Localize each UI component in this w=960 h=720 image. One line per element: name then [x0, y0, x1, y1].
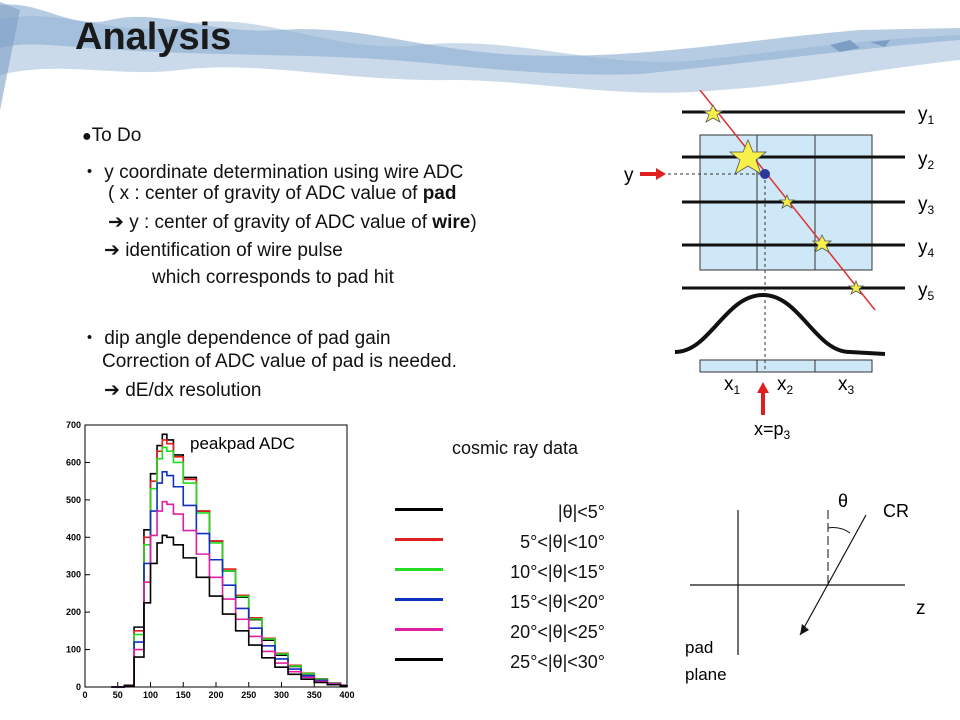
z-label: z: [916, 598, 926, 619]
cosmic-ray-track: [799, 514, 867, 636]
charge-distribution-curve: [674, 292, 886, 356]
legend-swatch-2: [395, 568, 443, 571]
y-tick-label: 100: [66, 645, 81, 655]
pad-label-x1: x1: [724, 374, 741, 397]
x-tick-label: 350: [307, 690, 322, 700]
dip-angle-diagram: θ CR z pad plane: [685, 491, 926, 684]
bullet-mark-icon: ・: [80, 328, 100, 349]
peakpad-adc-chart: 0 100 200 300 400 500 600 700 0 50 100 150 200 250 30…: [66, 420, 355, 700]
todo-item1-line3-text: y : center of gravity of ADC value of: [123, 212, 433, 233]
todo-item2-line: ・ dip angle dependence of pad gain: [80, 323, 391, 350]
y-axis-ticks: 0 100 200 300 400 500 600 700: [66, 420, 90, 692]
right-arrow-icon: ➔: [104, 380, 120, 401]
todo-item1-line3-close: ): [470, 212, 477, 233]
wire-label-y5: y5: [918, 280, 935, 303]
pad-plane-label-2: plane: [685, 665, 727, 684]
right-arrow-icon: ➔: [104, 240, 120, 261]
chart-series-group: [111, 433, 348, 688]
legend-title: cosmic ray data: [452, 438, 579, 458]
hit-burst-icon: [728, 138, 768, 175]
legend-swatch-5: [395, 658, 443, 661]
y-tick-label: 200: [66, 607, 81, 617]
hit-burst-icon: [702, 104, 724, 123]
y-arrow-head-icon: [656, 168, 666, 180]
x-tick-label: 250: [241, 690, 256, 700]
y-tick-label: 700: [66, 420, 81, 430]
legend-label-4: 20°<|θ|<25°: [510, 622, 605, 642]
todo-item1-line2-bold: pad: [422, 183, 457, 204]
todo-item1-line4-text: identification of wire pulse: [125, 240, 343, 261]
todo-header: To Do: [91, 125, 142, 146]
legend-label-2: 10°<|θ|<15°: [510, 562, 605, 582]
x-tick-label: 100: [143, 690, 158, 700]
theta-label: θ: [838, 491, 848, 511]
wire-label-y1: y1: [918, 104, 935, 127]
y-tick-label: 0: [76, 682, 81, 692]
legend-label-0: |θ|<5°: [557, 502, 605, 522]
page-title: Analysis: [75, 16, 232, 58]
pad-label-x3: x3: [838, 374, 855, 397]
header-brush-decoration: [0, 2, 960, 110]
x-tick-label: 150: [176, 690, 191, 700]
todo-item1-line5: which corresponds to pad hit: [152, 267, 394, 288]
todo-item1-line3: ➔ y : center of gravity of ADC value of …: [108, 211, 477, 234]
cr-label: CR: [883, 501, 909, 521]
right-arrow-icon: ➔: [108, 212, 124, 233]
legend-swatch-1: [395, 538, 443, 541]
wire-pad-diagram: y1 y2 y3 y4 y5 x1 x2 x3 y x=p3: [624, 90, 935, 442]
todo-item2: dip angle dependence of pad gain: [104, 328, 391, 349]
track-arrow-head-icon: [800, 624, 809, 635]
x-tick-label: 200: [208, 690, 223, 700]
reconstructed-point: [760, 169, 770, 179]
x-tick-label: 0: [82, 690, 87, 700]
y-tick-label: 500: [66, 495, 81, 505]
legend-label-1: 5°<|θ|<10°: [520, 532, 605, 552]
y-tick-label: 600: [66, 457, 81, 467]
todo-item1-line2: ( x : center of gravity of ADC value of …: [108, 183, 456, 205]
todo-item1-line2-text: ( x : center of gravity of ADC value of: [108, 183, 423, 204]
chart-title: peakpad ADC: [190, 434, 295, 453]
x-tick-label: 400: [339, 690, 354, 700]
legend-swatch-4: [395, 628, 443, 631]
todo-item2-line3-text: dE/dx resolution: [125, 380, 262, 401]
todo-item1-line4: ➔ identification of wire pulse: [104, 239, 343, 262]
legend-swatch-3: [395, 598, 443, 601]
bullet-mark-icon: ・: [80, 162, 100, 183]
legend-label-5: 25°<|θ|<30°: [510, 652, 605, 672]
pad-label-x2: x2: [777, 374, 794, 397]
hit-burst-icon: [847, 279, 865, 295]
todo-item2-line3: ➔ dE/dx resolution: [104, 379, 261, 402]
y-tick-label: 300: [66, 570, 81, 580]
wire-label-y2: y2: [918, 149, 935, 172]
y-position-label: y: [624, 165, 634, 186]
hit-burst-icon: [778, 193, 796, 209]
x-tick-label: 50: [113, 690, 123, 700]
p-position-label: x=p3: [754, 419, 791, 442]
legend: |θ|<5° 5°<|θ|<10° 10°<|θ|<15° 15°<|θ|<20…: [395, 498, 605, 678]
bullet-dot-icon: ●: [82, 128, 92, 145]
todo-item1-line: ・ y coordinate determination using wire …: [80, 157, 463, 184]
angle-arc: [827, 527, 851, 534]
todo-item1: y coordinate determination using wire AD…: [104, 162, 464, 183]
chart-series-line-5: [111, 534, 348, 688]
chart-frame: [84, 424, 348, 688]
y-tick-label: 400: [66, 532, 81, 542]
todo-item2-line2: Correction of ADC value of pad is needed…: [102, 351, 457, 372]
p-arrow-head-icon: [757, 382, 769, 393]
x-tick-label: 300: [274, 690, 289, 700]
pad-plane-label-1: pad: [685, 638, 713, 657]
legend-swatch-0: [395, 508, 443, 511]
todo-item1-line3-bold: wire: [432, 212, 471, 233]
todo-block: ●To Do ・ y coordinate determination usin…: [80, 125, 600, 415]
x-axis-ticks: 0 50 100 150 200 250 300 350 400: [82, 682, 355, 700]
todo-header-line: ●To Do: [82, 125, 141, 147]
legend-label-3: 15°<|θ|<20°: [510, 592, 605, 612]
hit-burst-icon: [811, 234, 833, 253]
pad-region-lower: [699, 359, 873, 373]
wire-label-y4: y4: [918, 237, 935, 260]
wire-label-y3: y3: [918, 194, 935, 217]
